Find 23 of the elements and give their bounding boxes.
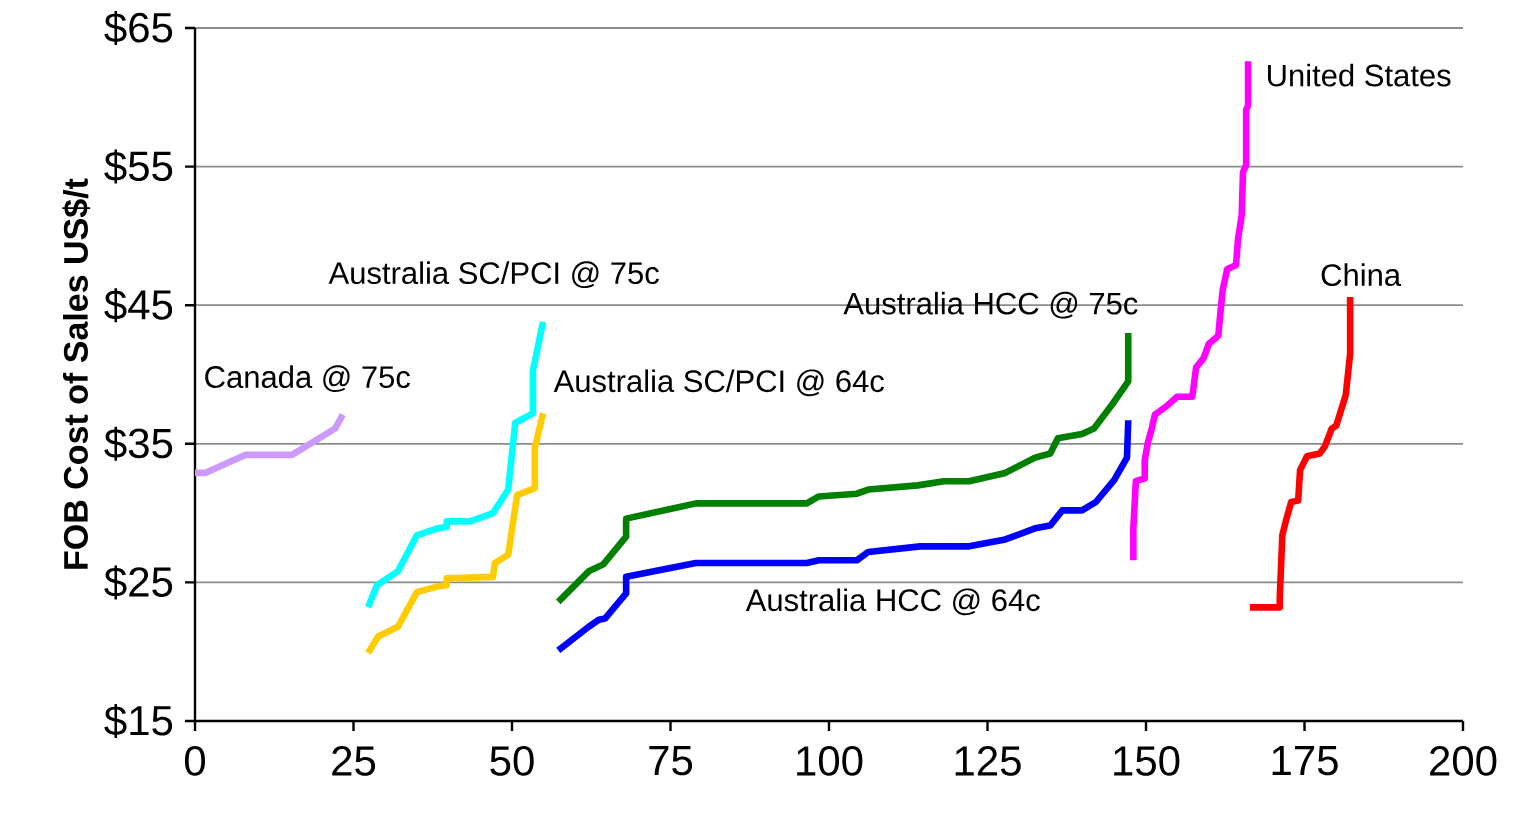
x-tick-label: 25 (332, 746, 376, 776)
series-label: Australia SC/PCI @ 64c (553, 369, 884, 397)
y-tick-label: $45 (104, 288, 173, 323)
x-tick-label: 75 (649, 746, 693, 776)
series-label: United States (1267, 63, 1451, 87)
text: Australia SC/PCI @ 75c (328, 261, 659, 289)
y-axis-title: FOB Cost of Sales US$/t (62, 178, 91, 569)
x-tick-label: 125 (955, 746, 1021, 776)
x-tick-label: 0 (184, 746, 206, 776)
y-tick-label: $65 (104, 11, 173, 46)
x-tick-label: 50 (490, 746, 534, 776)
series-label: Australia HCC @ 75c (843, 291, 1138, 319)
y-tick-label: $55 (104, 149, 173, 184)
series-label: Canada @ 75c (205, 365, 411, 393)
series-label: Australia HCC @ 64c (745, 588, 1040, 616)
y-tick-label: $25 (104, 565, 173, 600)
series-label: China (1321, 263, 1402, 287)
y-tick-label: $35 (104, 426, 173, 461)
x-tick-label: 175 (1272, 746, 1338, 776)
y-tick-label: $15 (104, 704, 173, 739)
x-tick-label: 150 (1114, 746, 1180, 776)
x-tick-label: 100 (797, 746, 863, 776)
x-tick-label: 200 (1430, 746, 1497, 776)
